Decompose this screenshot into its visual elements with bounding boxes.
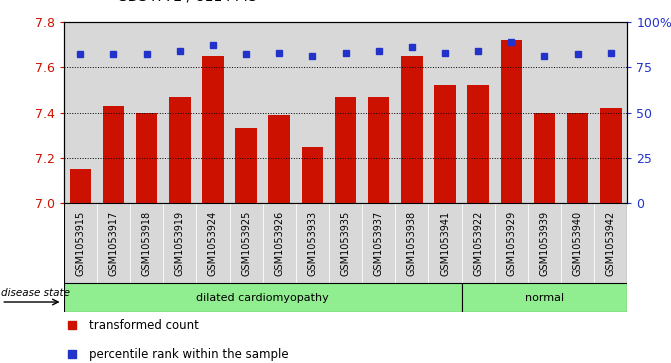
Text: GSM1053929: GSM1053929 [507, 211, 517, 276]
Bar [501, 40, 522, 203]
Bar [97, 22, 130, 203]
Bar [561, 203, 595, 283]
Bar [229, 203, 262, 283]
Bar [600, 108, 621, 203]
Bar [395, 203, 429, 283]
Bar [561, 22, 595, 203]
Bar [296, 203, 329, 283]
Text: GSM1053924: GSM1053924 [208, 211, 218, 276]
Bar [197, 22, 229, 203]
Bar [130, 22, 163, 203]
Bar [262, 22, 296, 203]
Bar [401, 56, 423, 203]
Bar [236, 129, 257, 203]
Text: GSM1053925: GSM1053925 [241, 211, 251, 276]
Text: GSM1053919: GSM1053919 [174, 211, 185, 276]
Bar [296, 22, 329, 203]
Bar [70, 169, 91, 203]
Text: GSM1053939: GSM1053939 [539, 211, 550, 276]
Bar [595, 22, 627, 203]
Bar [595, 203, 627, 283]
Bar [362, 203, 395, 283]
Text: GDS4772 / 8114443: GDS4772 / 8114443 [117, 0, 258, 4]
Bar [528, 203, 561, 283]
Bar [229, 22, 262, 203]
Bar [362, 22, 395, 203]
Bar [429, 203, 462, 283]
Text: GSM1053915: GSM1053915 [75, 211, 85, 276]
Bar [197, 203, 229, 283]
Bar [64, 203, 97, 283]
Text: GSM1053926: GSM1053926 [274, 211, 285, 276]
Text: GSM1053933: GSM1053933 [307, 211, 317, 276]
Bar [103, 106, 124, 203]
Bar [335, 97, 356, 203]
Bar [434, 85, 456, 203]
Bar [202, 56, 223, 203]
Bar [97, 203, 130, 283]
Bar [495, 22, 528, 203]
Bar [163, 203, 197, 283]
Text: GSM1053940: GSM1053940 [572, 211, 582, 276]
Bar [163, 22, 197, 203]
Bar [368, 97, 389, 203]
Text: dilated cardiomyopathy: dilated cardiomyopathy [197, 293, 329, 303]
Bar [462, 203, 495, 283]
Bar [268, 115, 290, 203]
Text: GSM1053941: GSM1053941 [440, 211, 450, 276]
Text: percentile rank within the sample: percentile rank within the sample [89, 348, 289, 361]
Bar [262, 203, 296, 283]
Bar [528, 22, 561, 203]
Bar [64, 22, 97, 203]
Bar [567, 113, 588, 203]
Bar [329, 22, 362, 203]
Text: GSM1053938: GSM1053938 [407, 211, 417, 276]
Text: GSM1053918: GSM1053918 [142, 211, 152, 276]
Bar [136, 113, 158, 203]
Bar [495, 203, 528, 283]
Bar [429, 22, 462, 203]
Bar [130, 203, 163, 283]
Text: GSM1053935: GSM1053935 [341, 211, 350, 276]
Text: GSM1053917: GSM1053917 [109, 211, 119, 276]
Text: disease state: disease state [1, 288, 70, 298]
Text: transformed count: transformed count [89, 319, 199, 332]
Text: GSM1053942: GSM1053942 [606, 211, 616, 276]
Bar [462, 22, 495, 203]
Text: GSM1053937: GSM1053937 [374, 211, 384, 276]
Bar [302, 147, 323, 203]
Bar [462, 283, 627, 312]
Bar [395, 22, 429, 203]
Bar [329, 203, 362, 283]
Text: GSM1053922: GSM1053922 [473, 211, 483, 276]
Bar [533, 113, 556, 203]
Bar [64, 283, 462, 312]
Bar [468, 85, 489, 203]
Bar [169, 97, 191, 203]
Text: normal: normal [525, 293, 564, 303]
